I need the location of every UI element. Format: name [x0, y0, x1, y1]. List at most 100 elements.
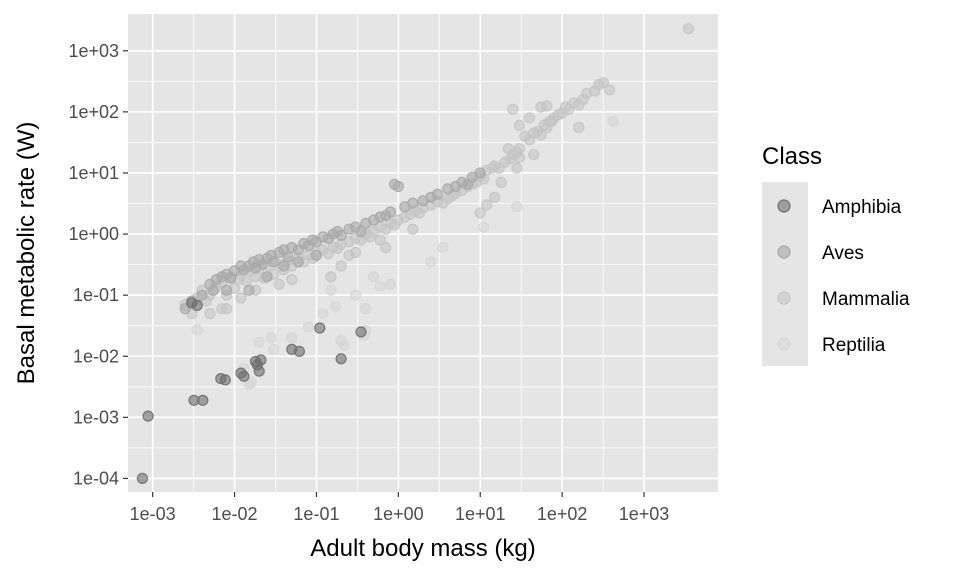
data-point-mammalia	[273, 278, 285, 290]
data-point-reptilia	[425, 256, 437, 268]
x-tick-label: 1e-02	[212, 504, 258, 524]
legend-key-background	[762, 182, 808, 366]
data-point-aves	[355, 225, 367, 238]
y-tick-label: 1e-03	[73, 407, 119, 427]
data-point-amphibia	[136, 472, 148, 484]
x-tick-label: 1e+03	[619, 504, 670, 524]
data-point-reptilia	[325, 284, 337, 296]
data-point-mammalia	[523, 112, 536, 124]
data-point-reptilia	[384, 278, 396, 290]
data-point-aves	[407, 197, 419, 209]
y-tick-label: 1e+00	[68, 224, 119, 244]
x-tick-label: 1e-01	[293, 504, 339, 524]
data-point-mammalia	[682, 23, 695, 35]
data-point-aves	[243, 284, 255, 296]
y-tick-label: 1e-01	[73, 285, 119, 305]
data-point-mammalia	[204, 308, 216, 320]
data-point-mammalia	[546, 115, 558, 127]
data-point-mammalia	[286, 274, 298, 286]
x-tick-label: 1e+01	[455, 504, 506, 524]
legend-title: Class	[762, 143, 822, 170]
y-tick-label: 1e-04	[73, 468, 119, 488]
data-point-mammalia	[216, 303, 228, 315]
data-point-mammalia	[597, 77, 610, 89]
data-point-aves	[335, 229, 347, 241]
x-tick-label: 1e+02	[537, 504, 588, 524]
data-points	[136, 23, 695, 484]
data-point-reptilia	[265, 332, 277, 344]
data-point-reptilia	[607, 115, 619, 127]
data-point-aves	[268, 256, 280, 268]
plot-panel	[128, 14, 718, 492]
data-point-reptilia	[243, 378, 255, 390]
data-point-mammalia	[489, 191, 501, 203]
data-point-mammalia	[325, 271, 337, 283]
data-point-reptilia	[511, 201, 523, 213]
legend-key-aves	[777, 245, 791, 259]
x-axis-ticks: 1e-03 1e-02 1e-01 1e+00 1e+01 1e+02 1e+03	[130, 492, 670, 524]
data-point-amphibia	[314, 322, 326, 334]
legend-label-aves: Aves	[822, 243, 864, 264]
data-point-aves	[282, 251, 294, 263]
data-point-amphibia	[191, 299, 203, 311]
data-point-aves	[207, 284, 219, 296]
data-point-aves	[261, 271, 273, 283]
data-point-amphibia	[253, 365, 265, 377]
data-point-aves	[310, 249, 322, 261]
data-point-reptilia	[253, 336, 265, 348]
data-point-aves	[431, 188, 443, 200]
data-point-aves	[392, 180, 404, 193]
data-point-reptilia	[478, 221, 490, 233]
data-point-mammalia	[481, 199, 493, 211]
y-axis-title: Basal metabolic rate (W)	[13, 122, 40, 385]
data-point-amphibia	[335, 353, 347, 365]
x-tick-label: 1e-03	[130, 504, 176, 524]
y-tick-label: 1e+03	[68, 41, 119, 61]
data-point-reptilia	[317, 308, 329, 320]
data-point-mammalia	[541, 100, 553, 112]
data-point-mammalia	[335, 260, 347, 272]
data-point-mammalia	[603, 84, 616, 96]
data-point-amphibia	[197, 394, 209, 406]
data-point-mammalia	[513, 151, 525, 163]
data-point-mammalia	[502, 143, 514, 155]
data-point-aves	[474, 167, 486, 179]
data-point-amphibia	[219, 374, 231, 386]
data-point-mammalia	[507, 103, 519, 115]
data-point-reptilia	[302, 321, 315, 333]
legend: Class Amphibia Aves Mammalia Reptilia	[762, 143, 910, 366]
data-point-aves	[196, 289, 208, 301]
data-point-reptilia	[191, 324, 203, 336]
data-point-mammalia	[573, 121, 585, 133]
data-point-aves	[384, 206, 396, 218]
y-axis-ticks: 1e-04 1e-03 1e-02 1e-01 1e+00 1e+01 1e+02 1e+03	[68, 41, 128, 488]
minor-gridlines	[128, 14, 718, 492]
legend-key-reptilia	[777, 337, 791, 351]
data-point-mammalia	[380, 242, 392, 254]
data-point-mammalia	[349, 246, 362, 259]
data-point-amphibia	[355, 326, 367, 338]
y-tick-label: 1e+01	[68, 163, 119, 183]
data-point-aves	[278, 260, 290, 272]
data-point-reptilia	[368, 271, 380, 283]
legend-key-amphibia	[777, 199, 791, 213]
data-point-aves	[221, 284, 233, 296]
data-point-mammalia	[407, 223, 419, 235]
data-point-mammalia	[511, 162, 523, 174]
data-point-aves	[292, 256, 304, 268]
data-point-reptilia	[338, 339, 351, 352]
data-point-amphibia	[293, 345, 305, 357]
data-point-amphibia	[238, 370, 250, 382]
legend-label-reptilia: Reptilia	[822, 335, 886, 356]
data-point-mammalia	[495, 176, 507, 188]
data-point-reptilia	[374, 280, 386, 292]
x-axis-title: Adult body mass (kg)	[310, 535, 535, 562]
legend-label-mammalia: Mammalia	[822, 289, 910, 310]
y-tick-label: 1e+02	[68, 102, 119, 122]
legend-key-mammalia	[777, 291, 791, 305]
data-point-mammalia	[474, 207, 486, 219]
y-tick-label: 1e-02	[73, 346, 119, 366]
data-point-amphibia	[142, 410, 154, 422]
legend-label-amphibia: Amphibia	[822, 197, 902, 218]
